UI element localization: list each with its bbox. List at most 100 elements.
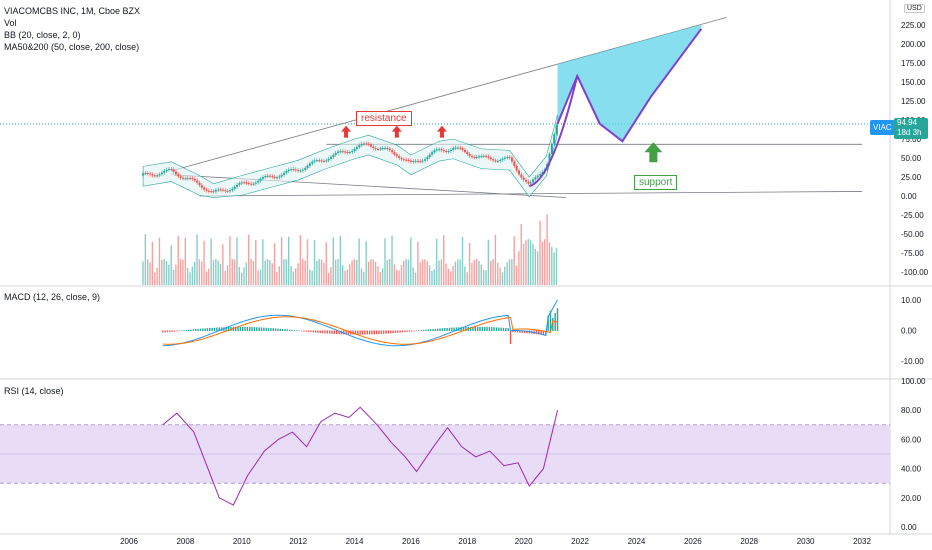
volume-bar	[447, 268, 450, 285]
volume-bar	[424, 259, 426, 285]
volume-bar	[163, 259, 165, 285]
candle	[358, 145, 361, 148]
resistance-arrow-icon	[436, 125, 447, 138]
candle	[266, 175, 269, 177]
candle	[318, 160, 321, 162]
macd-histogram-bar	[481, 326, 484, 331]
macd-histogram-bar	[411, 330, 413, 332]
candle	[283, 172, 286, 175]
candle	[475, 156, 478, 158]
candle	[377, 148, 380, 150]
candle	[179, 176, 182, 178]
macd-histogram-bar	[373, 330, 375, 335]
macd-histogram-bar	[469, 326, 472, 331]
candle	[421, 160, 424, 162]
rsi-tick-label: 20.00	[901, 494, 922, 503]
candle	[348, 152, 351, 154]
signal-line	[162, 316, 558, 345]
support-annotation[interactable]: support	[634, 175, 678, 190]
candle	[398, 156, 401, 159]
volume-bar	[259, 269, 262, 285]
volume-bar	[304, 260, 306, 285]
macd-histogram-bar	[375, 330, 378, 335]
candle	[428, 154, 431, 158]
macd-histogram-bar	[455, 327, 458, 331]
volume-bar	[325, 242, 327, 285]
volume-bar	[266, 259, 269, 285]
candle	[297, 170, 300, 172]
macd-histogram-bar	[300, 330, 303, 332]
candle	[374, 148, 377, 150]
candle	[501, 158, 504, 160]
volume-bar	[264, 260, 266, 285]
candle	[532, 179, 535, 183]
volume-bar	[381, 268, 384, 285]
macd-histogram-bar	[176, 330, 178, 332]
candle	[360, 143, 363, 146]
macd-histogram-bar	[399, 330, 401, 333]
volume-bar	[297, 263, 299, 285]
macd-histogram-bar	[516, 330, 519, 333]
time-tick-label: 2032	[853, 537, 871, 546]
volume-bar	[203, 240, 205, 285]
volume-bar	[198, 259, 201, 285]
candle	[294, 169, 297, 171]
macd-histogram-bar	[385, 330, 387, 334]
candle	[224, 190, 227, 192]
candle	[534, 177, 537, 180]
resistance-annotation[interactable]: resistance	[356, 111, 412, 126]
candle	[229, 190, 232, 192]
macd-histogram-bar	[180, 330, 183, 331]
candle	[384, 147, 387, 149]
macd-histogram-bar	[202, 328, 204, 331]
volume-bar	[158, 237, 161, 285]
macd-histogram-bar	[502, 327, 505, 331]
macd-histogram-bar	[542, 330, 545, 335]
volume-bar	[431, 270, 433, 285]
candle	[186, 178, 189, 180]
macd-histogram-bar	[263, 327, 265, 331]
macd-histogram-bar	[234, 326, 237, 331]
candle	[167, 169, 170, 171]
candle	[327, 158, 330, 161]
macd-histogram-bar	[521, 330, 523, 333]
macd-histogram-bar	[213, 327, 216, 331]
macd-histogram-bar	[216, 327, 218, 331]
macd-histogram-bar	[251, 327, 253, 331]
candle	[278, 176, 281, 178]
volume-bar	[271, 263, 273, 285]
candle	[419, 161, 422, 163]
volume-bar	[370, 259, 372, 285]
macd-histogram-bar	[429, 329, 432, 331]
candle	[322, 160, 325, 162]
volume-bar	[497, 262, 499, 285]
volume-bar	[501, 272, 504, 285]
volume-bar	[452, 265, 454, 285]
macd-histogram-bar	[535, 330, 538, 335]
candle	[539, 174, 542, 176]
macd-histogram-bar	[483, 327, 486, 331]
candle	[174, 171, 177, 175]
volume-bar	[229, 236, 231, 285]
candle	[353, 149, 356, 151]
volume-bar	[490, 260, 492, 285]
candle	[367, 143, 370, 145]
macd-histogram-bar	[486, 327, 488, 331]
macd-histogram-bar	[507, 328, 509, 331]
candle	[393, 152, 396, 155]
currency-button[interactable]: USD	[904, 4, 925, 13]
volume-bar	[287, 236, 290, 285]
volume-bar	[440, 259, 443, 285]
candle	[463, 149, 466, 152]
macd-histogram-bar	[505, 327, 507, 331]
candle	[292, 169, 295, 171]
volume-bar	[553, 252, 555, 285]
volume-bar	[295, 268, 297, 285]
candle	[459, 147, 462, 149]
macd-histogram-bar	[413, 330, 415, 332]
candle	[452, 148, 455, 150]
macd-histogram-bar	[246, 326, 249, 331]
volume-bar	[238, 267, 241, 285]
volume-bar	[532, 243, 534, 285]
